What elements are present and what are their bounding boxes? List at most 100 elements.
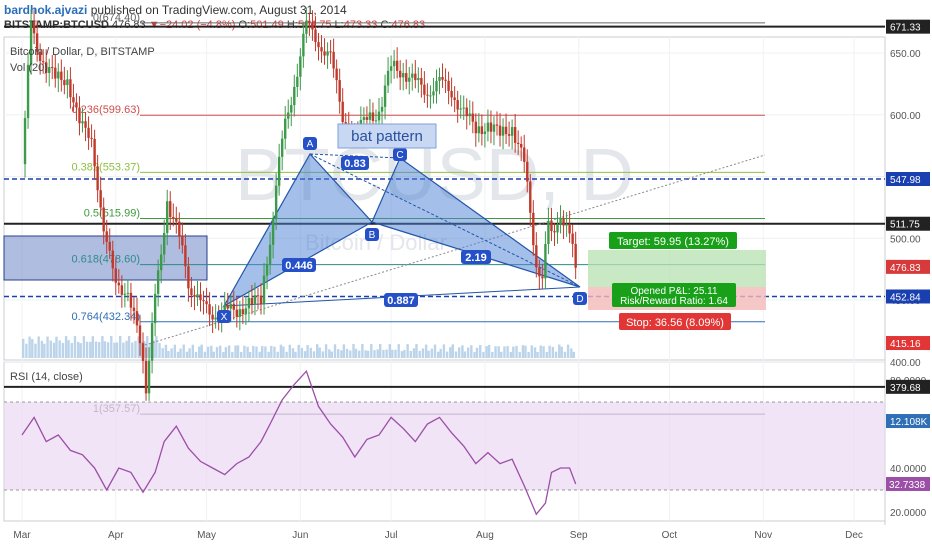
- volume-bar: [194, 351, 198, 358]
- volume-bar: [34, 343, 37, 358]
- volume-bar: [97, 342, 101, 358]
- volume-bar: [101, 336, 104, 358]
- volume-bar: [152, 340, 155, 358]
- volume-bar: [58, 340, 61, 358]
- risk-reward-label: Risk/Reward Ratio: 1.64: [620, 296, 728, 307]
- volume-bar: [415, 344, 418, 358]
- candle-body: [398, 70, 402, 78]
- volume-bar: [385, 349, 388, 358]
- candle-body: [559, 218, 562, 225]
- candle-body: [420, 78, 423, 85]
- candle-body: [99, 190, 102, 208]
- candle-body: [135, 311, 139, 326]
- rsi-band: [4, 402, 885, 490]
- candle-body: [96, 166, 99, 191]
- candle-body: [93, 138, 96, 167]
- price-tag-box: [886, 336, 930, 351]
- candle-body: [287, 112, 290, 119]
- candle-body: [69, 79, 72, 98]
- volume-bar: [358, 350, 361, 358]
- volume-bar: [170, 348, 173, 358]
- candle-body: [389, 66, 393, 71]
- volume-bar: [164, 344, 168, 358]
- candle-body: [111, 250, 114, 269]
- candle-body: [144, 360, 148, 394]
- candle-body: [253, 295, 257, 305]
- volume-bar: [533, 347, 537, 358]
- pattern-point-labels: A C B X D 0.83 0.446 2.19 0.887: [217, 137, 587, 323]
- price-tick-label: 600.00: [890, 111, 921, 122]
- volume-bar: [342, 344, 346, 358]
- rsi-plot: [4, 369, 885, 516]
- candle-body: [247, 298, 251, 309]
- volume-bar: [179, 348, 182, 358]
- volume-bar: [248, 351, 252, 358]
- month-tick-label: Aug: [476, 530, 494, 541]
- volume-bar: [40, 340, 44, 358]
- candle-body: [290, 105, 293, 113]
- candle-body: [468, 113, 471, 117]
- candle-body: [426, 94, 429, 96]
- month-tick-label: Apr: [108, 530, 124, 541]
- volume-bar: [94, 341, 98, 358]
- point-c-label: C: [396, 150, 403, 161]
- volume-bar: [458, 347, 461, 358]
- volume-bar: [340, 350, 343, 358]
- volume-bar: [466, 347, 470, 358]
- target-label-box: [609, 232, 737, 249]
- volume-bar: [125, 340, 128, 358]
- candle-body: [293, 86, 296, 106]
- volume-bar: [424, 344, 428, 358]
- volume-label: Vol (20): [10, 62, 48, 74]
- candle-body: [556, 224, 559, 233]
- volume-bar: [454, 351, 458, 358]
- price-tags: 671.33 547.98 511.75 476.83 452.84 415.16 379.…: [886, 19, 930, 429]
- candle-body: [465, 107, 468, 117]
- volume-bar: [530, 345, 534, 358]
- candle-body: [156, 270, 160, 294]
- volume-bar: [382, 349, 385, 358]
- price-tick-label: 650.00: [890, 49, 921, 60]
- volume-bar: [524, 345, 527, 358]
- candle-body: [23, 118, 27, 165]
- volume-bar: [430, 348, 434, 358]
- candle-body: [105, 231, 108, 242]
- volume-bar: [243, 345, 246, 358]
- candle-body: [553, 231, 556, 233]
- candle-body: [162, 233, 166, 255]
- candle-body: [332, 51, 335, 69]
- volume-bar: [198, 346, 201, 358]
- candle-body: [510, 127, 514, 136]
- volume-bar: [433, 344, 437, 358]
- candle-body: [84, 121, 87, 128]
- candle-body: [229, 303, 232, 309]
- candle-body: [232, 303, 235, 310]
- fib-label: 0.236(599.63): [72, 104, 141, 116]
- volume-bar: [352, 344, 355, 358]
- fib-label: 0.382(553.37): [72, 161, 141, 173]
- candle-body: [178, 221, 181, 236]
- candle-body: [138, 325, 142, 344]
- price-tick-label: 400.00: [890, 358, 921, 369]
- candle-body: [181, 235, 184, 246]
- supply-zone-rect: [3, 235, 208, 281]
- volume-bar: [521, 345, 525, 358]
- volume-bar: [475, 347, 479, 358]
- volume-bar: [261, 346, 264, 358]
- volume-bar: [449, 347, 452, 358]
- price-tag-label: 511.75: [890, 220, 920, 231]
- volume-bar: [246, 346, 249, 358]
- volume-bar: [273, 346, 276, 358]
- candle-body: [326, 51, 329, 56]
- volume-bar: [328, 349, 331, 358]
- candle-body: [302, 33, 305, 57]
- author-link[interactable]: bardhok.ajvazi: [4, 3, 88, 17]
- candle-body: [268, 244, 272, 264]
- volume-bar: [37, 336, 40, 358]
- volume-bar: [412, 348, 416, 358]
- volume-bar: [333, 344, 337, 358]
- volume-bar: [222, 351, 225, 358]
- candle-body: [132, 307, 136, 312]
- volume-bar: [131, 342, 134, 358]
